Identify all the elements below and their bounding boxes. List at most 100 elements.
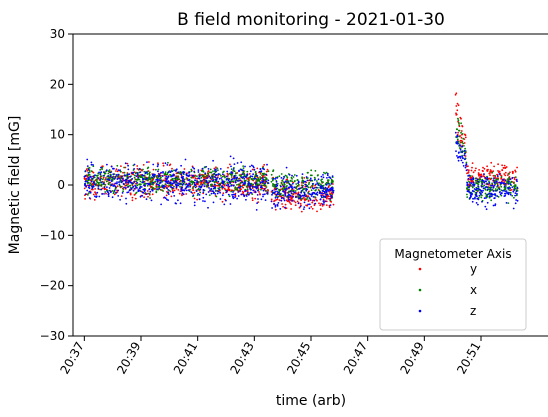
point	[180, 164, 183, 167]
point	[500, 189, 503, 192]
point	[210, 192, 213, 195]
point	[198, 173, 201, 176]
point	[210, 183, 212, 186]
point	[198, 175, 201, 178]
point	[171, 186, 174, 189]
point	[493, 165, 495, 168]
point	[135, 175, 138, 178]
point	[460, 159, 463, 162]
point	[109, 171, 112, 174]
point	[158, 187, 161, 190]
point	[456, 142, 459, 145]
point	[468, 180, 470, 183]
point	[458, 151, 460, 154]
point	[325, 191, 328, 194]
point	[496, 184, 499, 187]
point	[259, 178, 262, 181]
point	[505, 190, 508, 193]
point	[229, 203, 232, 205]
point	[212, 170, 214, 173]
point	[256, 194, 259, 196]
point	[119, 169, 121, 172]
legend-box	[379, 238, 527, 331]
point	[265, 173, 267, 176]
point	[84, 180, 87, 183]
point	[236, 172, 239, 174]
point	[238, 183, 241, 186]
point	[101, 168, 103, 171]
point	[302, 184, 304, 187]
point	[508, 173, 510, 175]
point	[232, 169, 235, 172]
point	[182, 182, 185, 185]
point	[155, 175, 158, 178]
point	[457, 159, 460, 162]
point	[173, 174, 175, 177]
point	[309, 193, 312, 196]
point	[474, 179, 477, 182]
point	[97, 177, 100, 180]
point	[228, 195, 231, 198]
point	[490, 199, 493, 202]
point	[262, 173, 265, 176]
point	[120, 165, 122, 168]
point	[482, 175, 485, 177]
point	[151, 176, 153, 179]
point	[87, 192, 90, 195]
point	[272, 183, 275, 186]
point	[247, 178, 250, 181]
point	[325, 184, 328, 186]
point	[152, 174, 154, 177]
point	[94, 188, 96, 190]
point	[273, 189, 276, 191]
point	[257, 184, 259, 187]
point	[293, 186, 296, 189]
point	[458, 129, 461, 132]
point	[280, 197, 283, 200]
point	[142, 164, 145, 166]
point	[474, 197, 476, 200]
point	[461, 145, 464, 148]
point	[496, 195, 499, 198]
point	[274, 208, 277, 211]
point	[261, 181, 264, 183]
point	[315, 186, 318, 189]
point	[108, 179, 111, 182]
point	[314, 196, 316, 198]
point	[274, 196, 277, 199]
point	[92, 164, 94, 166]
point	[299, 194, 301, 196]
point	[263, 193, 266, 196]
point	[456, 135, 458, 138]
point	[238, 185, 240, 188]
point	[509, 183, 512, 186]
point	[285, 207, 288, 210]
point	[456, 138, 459, 141]
point	[288, 190, 290, 193]
point	[466, 196, 469, 199]
point	[218, 188, 220, 191]
point	[132, 185, 135, 188]
point	[242, 171, 245, 174]
point	[113, 178, 116, 180]
point	[246, 190, 249, 193]
point	[99, 175, 102, 178]
point	[238, 177, 241, 180]
point	[488, 195, 491, 198]
point	[497, 163, 499, 166]
point	[322, 192, 324, 195]
point	[514, 194, 516, 197]
x-tick-label: 20:39	[114, 340, 143, 377]
point	[136, 167, 139, 170]
point	[323, 192, 326, 195]
point	[144, 178, 147, 181]
point	[457, 117, 459, 120]
point	[227, 166, 229, 169]
point	[300, 210, 303, 213]
point	[157, 170, 159, 173]
point	[226, 170, 229, 173]
point	[207, 184, 210, 187]
point	[259, 170, 261, 173]
point	[125, 202, 128, 205]
point	[237, 195, 240, 197]
